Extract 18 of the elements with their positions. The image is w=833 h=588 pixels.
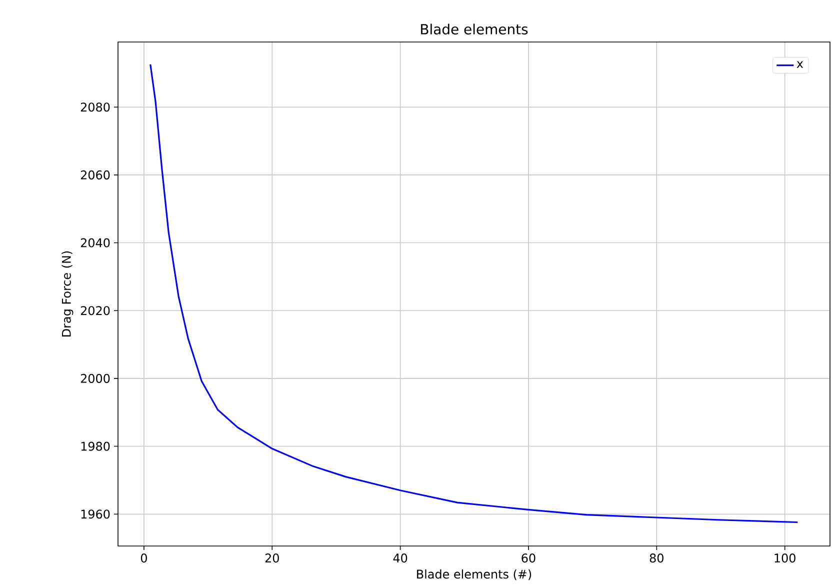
y-tick-label: 1980 <box>81 442 110 451</box>
legend-label: x <box>796 61 804 68</box>
chart-title: Blade elements <box>421 24 528 34</box>
x-tick-label: 40 <box>393 554 408 563</box>
x-tick-label: 20 <box>265 554 279 563</box>
x-axis-title: Blade elements (#) <box>417 569 532 580</box>
x-tick-label: 80 <box>650 554 664 563</box>
y-tick-label: 2080 <box>80 102 110 112</box>
y-tick-label: 2040 <box>80 238 110 248</box>
line-series <box>150 64 798 524</box>
y-tick-label: 2020 <box>80 306 110 316</box>
y-tick-label: 2060 <box>80 170 110 180</box>
y-tick-label: 2000 <box>80 374 110 383</box>
x-tick-label: 100 <box>774 554 796 563</box>
y-axis-title: Drag Force (N) <box>62 251 74 336</box>
y-tick-label: 1960 <box>81 510 110 519</box>
x-tick-label: 60 <box>522 554 536 563</box>
x-tick-label: 0 <box>140 554 147 563</box>
